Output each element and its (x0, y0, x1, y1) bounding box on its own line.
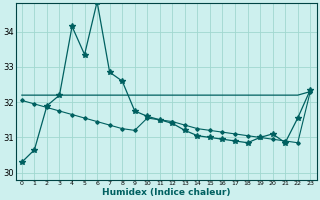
X-axis label: Humidex (Indice chaleur): Humidex (Indice chaleur) (102, 188, 230, 197)
